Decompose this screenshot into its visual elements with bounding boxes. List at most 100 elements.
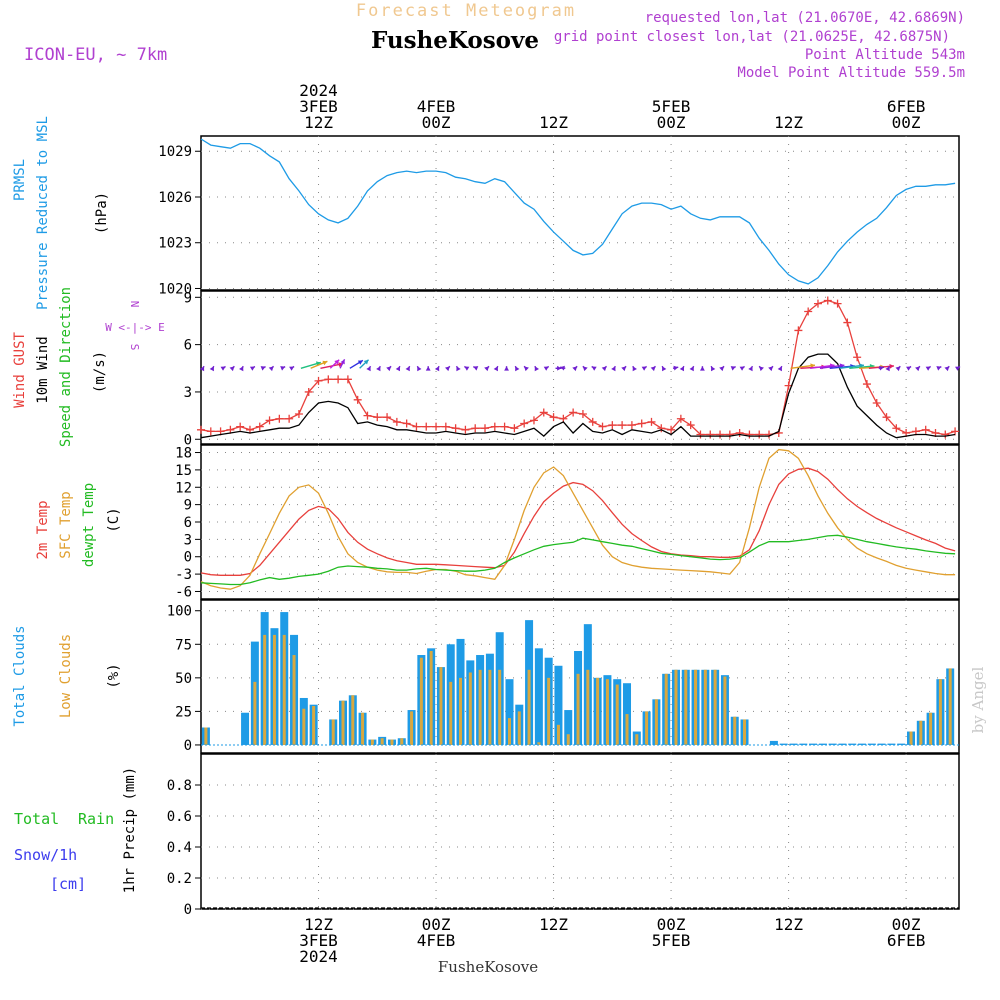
low-cloud-bar	[498, 669, 502, 745]
y-tick-label: 1020	[158, 281, 192, 297]
y-tick-label: 0	[184, 738, 192, 754]
low-cloud-bar	[684, 669, 688, 745]
wind-arrow-head	[955, 366, 961, 371]
wind-arrow-head	[434, 366, 440, 372]
series-line-prmsl	[200, 138, 956, 285]
wind-arrow-head	[632, 366, 637, 372]
low-cloud-bar	[263, 634, 267, 745]
wind-arrow-head	[711, 366, 716, 372]
axis-label: 00Z	[422, 915, 451, 934]
wind-arrow-head	[879, 365, 884, 371]
wind-arrow-head	[591, 366, 597, 371]
gust-marker	[882, 413, 891, 422]
low-cloud-bar	[312, 706, 316, 745]
low-cloud-bar	[272, 634, 276, 745]
low-cloud-bar	[723, 676, 727, 745]
compass-west-east: W <-|-> E	[105, 321, 165, 334]
wind-arrow-head	[915, 366, 920, 372]
wind-dir-label: Speed and Direction	[58, 287, 74, 447]
gust-marker	[725, 430, 734, 439]
low-cloud-bar	[948, 668, 952, 745]
wind-arrow-head	[534, 366, 540, 372]
wind-arrow-head	[504, 366, 509, 371]
low-cloud-bar	[419, 657, 423, 745]
gust-marker	[490, 422, 499, 431]
gust-marker	[529, 416, 538, 425]
requested-coords: requested lon,lat (21.0670E, 42.6869N)	[645, 10, 965, 26]
wind-arrow-head	[405, 366, 410, 372]
low-cloud-bar	[703, 669, 707, 745]
axis-label: 00Z	[892, 113, 921, 132]
wind-arrow-head	[464, 366, 470, 371]
wind-arrow-head	[334, 359, 340, 365]
low-cloud-bar	[733, 716, 737, 745]
gust-marker	[197, 425, 205, 434]
panel-frame	[200, 135, 960, 291]
model-label: ICON-EU, ~ 7km	[24, 45, 167, 65]
low-cloud-bar	[439, 667, 443, 745]
total-cloud-bar	[828, 743, 837, 745]
wind-arrow-head	[650, 366, 656, 372]
axis-label: 6FEB	[887, 931, 926, 950]
gust-marker	[794, 326, 803, 335]
y-tick-label: 3	[184, 532, 192, 548]
gust-marker	[353, 395, 362, 404]
gust-marker	[392, 417, 401, 426]
axis-label: 00Z	[422, 113, 451, 132]
gust-marker	[510, 424, 519, 433]
total-cloud-bar	[887, 743, 896, 745]
gust-marker	[598, 422, 607, 431]
snow-unit: [cm]	[50, 875, 86, 893]
closest-coords: grid point closest lon,lat (21.0625E, 42…	[554, 29, 950, 45]
gust-marker	[275, 414, 284, 423]
wind-arrow-head	[777, 366, 782, 372]
wind-arrow-head	[417, 366, 422, 372]
low-cloud-bar	[645, 711, 649, 745]
low-cloud-bar	[292, 655, 296, 745]
total-clouds-label: Total Clouds	[12, 625, 28, 726]
y-tick-label: 50	[175, 671, 192, 687]
wind-arrow-head	[289, 366, 295, 371]
wind-arrow-head	[425, 366, 431, 371]
total-cloud-bar	[554, 665, 563, 745]
wind-arrow-head	[229, 366, 235, 372]
wind-arrow-head	[889, 363, 895, 369]
axis-label: 3FEB	[299, 931, 338, 950]
precip-panel: 0 0.2 0.4 0.6 0.8	[167, 753, 960, 918]
series-line-2m-temp	[200, 467, 956, 576]
wind-arrow-head	[582, 366, 588, 372]
gust-marker	[686, 421, 695, 430]
wind-arrow-head	[730, 366, 736, 371]
total-cloud-bar	[564, 710, 573, 745]
y-tick-label: 1026	[158, 190, 192, 206]
low-cloud-bar	[654, 699, 658, 745]
axis-label: 2024	[299, 81, 338, 100]
gust-marker	[520, 419, 529, 428]
y-tick-label: 1023	[158, 236, 192, 252]
gust-marker	[647, 417, 656, 426]
low-cloud-bar	[556, 724, 560, 745]
low-cloud-bar	[605, 679, 609, 745]
low-cloud-bar	[410, 711, 414, 745]
wind-arrow-head	[322, 360, 328, 366]
wind-arrow-head	[220, 366, 226, 371]
y-tick-label: 0.8	[167, 778, 192, 794]
gust-marker	[422, 422, 431, 431]
axis-label: 5FEB	[652, 931, 691, 950]
gust-marker	[471, 424, 480, 433]
wind-arrow-head	[557, 365, 562, 371]
wind-arrow-head	[662, 366, 667, 372]
low-cloud-bar	[468, 672, 472, 745]
low-cloud-bar	[351, 695, 355, 745]
wind-arrow-head	[572, 366, 578, 372]
wind-arrow-head	[280, 366, 286, 371]
low-cloud-bar	[537, 742, 541, 745]
axis-label: 12Z	[304, 113, 333, 132]
wind-arrow-head	[268, 366, 274, 372]
wind-arrow-head	[601, 366, 607, 372]
gust-marker	[285, 414, 294, 423]
gust-marker	[255, 422, 264, 431]
gust-marker	[481, 424, 490, 433]
